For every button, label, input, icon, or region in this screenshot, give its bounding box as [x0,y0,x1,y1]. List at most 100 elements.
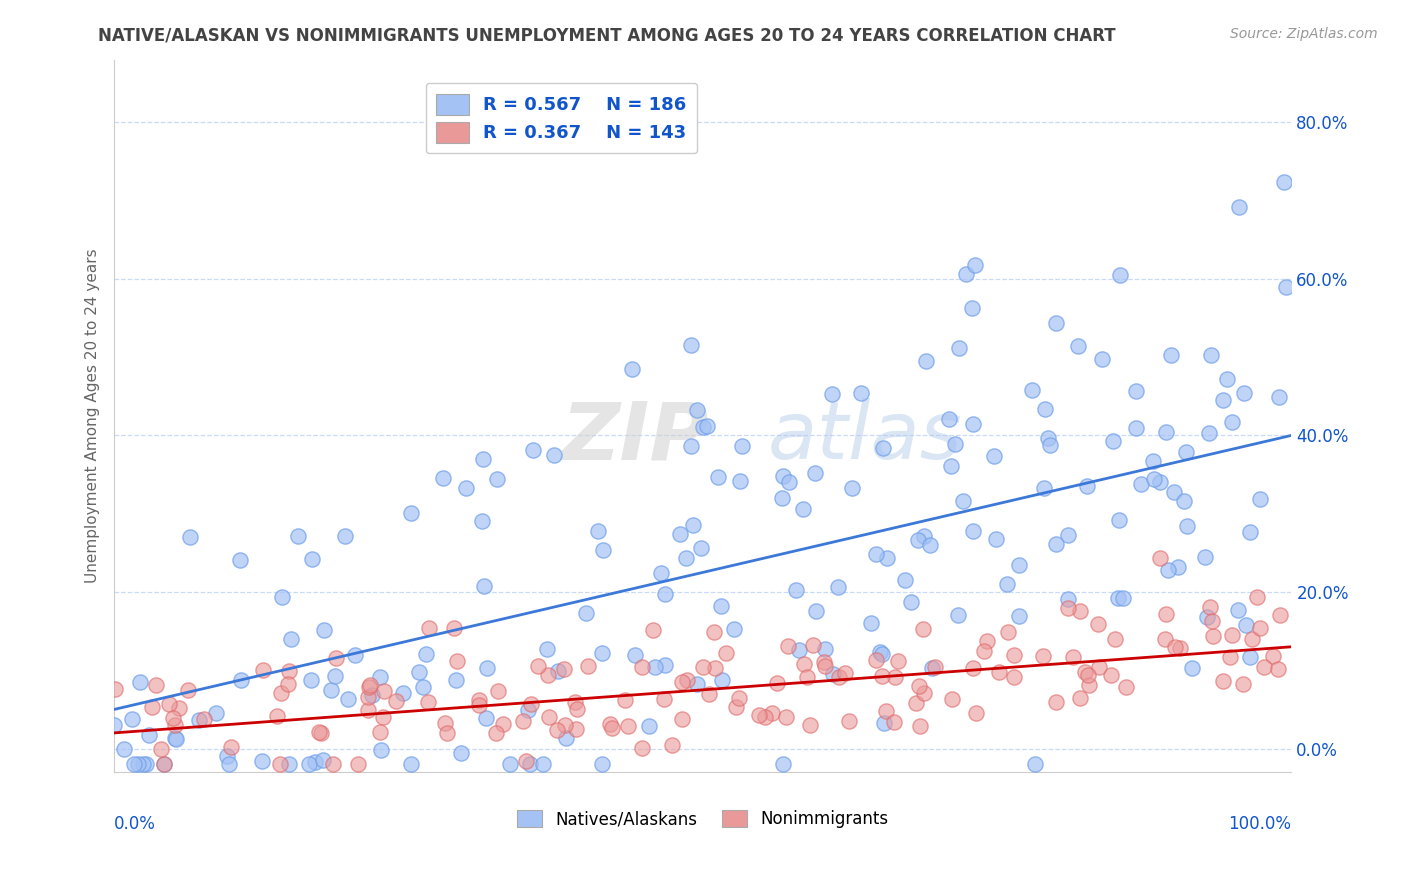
Point [278,665,301,679]
Point [1142,453,1164,467]
Point [401,757,423,772]
Point [754,710,776,724]
Point [499,757,522,772]
Point [1168,641,1191,656]
Point [960,301,983,316]
Point [911,622,934,636]
Point [620,361,643,376]
Point [177,683,200,698]
Point [599,717,621,731]
Point [554,718,576,732]
Point [193,712,215,726]
Point [761,706,783,720]
Point [728,474,751,488]
Point [865,547,887,561]
Point [965,706,987,720]
Point [576,659,599,673]
Point [724,699,747,714]
Point [908,679,931,693]
Point [486,472,509,486]
Point [347,757,370,772]
Point [165,731,187,746]
Point [472,579,495,593]
Point [1077,668,1099,682]
Point [841,481,863,495]
Point [679,337,702,351]
Point [1125,420,1147,434]
Point [471,515,494,529]
Point [278,757,301,772]
Point [1232,677,1254,691]
Point [564,695,586,709]
Point [787,643,810,657]
Point [368,725,391,739]
Point [592,542,614,557]
Point [883,715,905,730]
Point [671,674,693,689]
Point [799,717,821,731]
Point [792,502,814,516]
Point [333,529,356,543]
Point [277,677,299,691]
Point [652,692,675,706]
Point [343,648,366,663]
Point [1240,632,1263,646]
Point [391,686,413,700]
Point [772,468,794,483]
Point [870,647,893,661]
Point [1201,614,1223,628]
Point [1154,607,1177,621]
Point [1066,339,1088,353]
Point [796,670,818,684]
Point [778,475,800,490]
Y-axis label: Unemployment Among Ages 20 to 24 years: Unemployment Among Ages 20 to 24 years [86,249,100,583]
Point [188,714,211,728]
Point [675,550,697,565]
Point [218,757,240,772]
Point [357,690,380,705]
Point [416,695,439,709]
Point [865,653,887,667]
Point [1267,662,1289,676]
Point [617,719,640,733]
Point [924,660,946,674]
Point [682,517,704,532]
Point [1261,649,1284,664]
Point [468,693,491,707]
Point [1154,632,1177,646]
Point [644,660,666,674]
Point [1220,628,1243,642]
Point [522,443,544,458]
Point [814,641,837,656]
Point [167,701,190,715]
Point [1268,608,1291,623]
Point [217,748,239,763]
Point [1154,425,1177,439]
Point [814,659,837,673]
Point [1216,371,1239,385]
Point [1008,558,1031,572]
Point [1249,621,1271,635]
Point [813,656,835,670]
Point [373,710,395,724]
Text: 0.0%: 0.0% [114,814,156,833]
Point [731,439,754,453]
Point [661,738,683,752]
Point [631,660,654,674]
Point [418,622,440,636]
Point [308,724,330,739]
Point [229,673,252,687]
Point [485,726,508,740]
Point [1198,599,1220,614]
Point [132,757,155,772]
Point [287,529,309,543]
Point [298,757,321,772]
Point [962,661,984,675]
Point [179,530,201,544]
Point [1056,600,1078,615]
Point [401,506,423,520]
Point [591,757,613,772]
Point [325,651,347,665]
Point [679,439,702,453]
Point [1045,537,1067,551]
